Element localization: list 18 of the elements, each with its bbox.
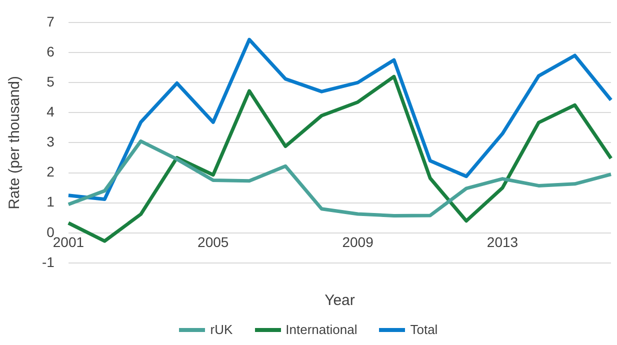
x-tick-label: 2009 xyxy=(342,234,374,250)
x-axis-title: Year xyxy=(324,292,355,310)
y-tick-label: 5 xyxy=(46,73,55,90)
y-tick-label: 6 xyxy=(46,43,55,60)
legend-label: International xyxy=(286,322,358,337)
y-tick-label: 4 xyxy=(46,103,55,120)
y-tick-label: 3 xyxy=(46,134,55,150)
legend-label: rUK xyxy=(210,322,233,337)
y-tick-label: -1 xyxy=(42,254,55,270)
y-tick-label: 0 xyxy=(46,224,55,240)
y-axis-title: Rate (per thousand) xyxy=(6,76,24,210)
y-tick-label: 2 xyxy=(46,164,55,180)
legend-label: Total xyxy=(410,322,438,337)
x-tick-label: 2005 xyxy=(198,234,229,250)
x-tick-label: 2001 xyxy=(52,234,84,250)
y-tick-label: 1 xyxy=(46,194,55,210)
y-tick-label: 7 xyxy=(46,13,55,30)
x-tick-label: 2013 xyxy=(486,234,518,250)
